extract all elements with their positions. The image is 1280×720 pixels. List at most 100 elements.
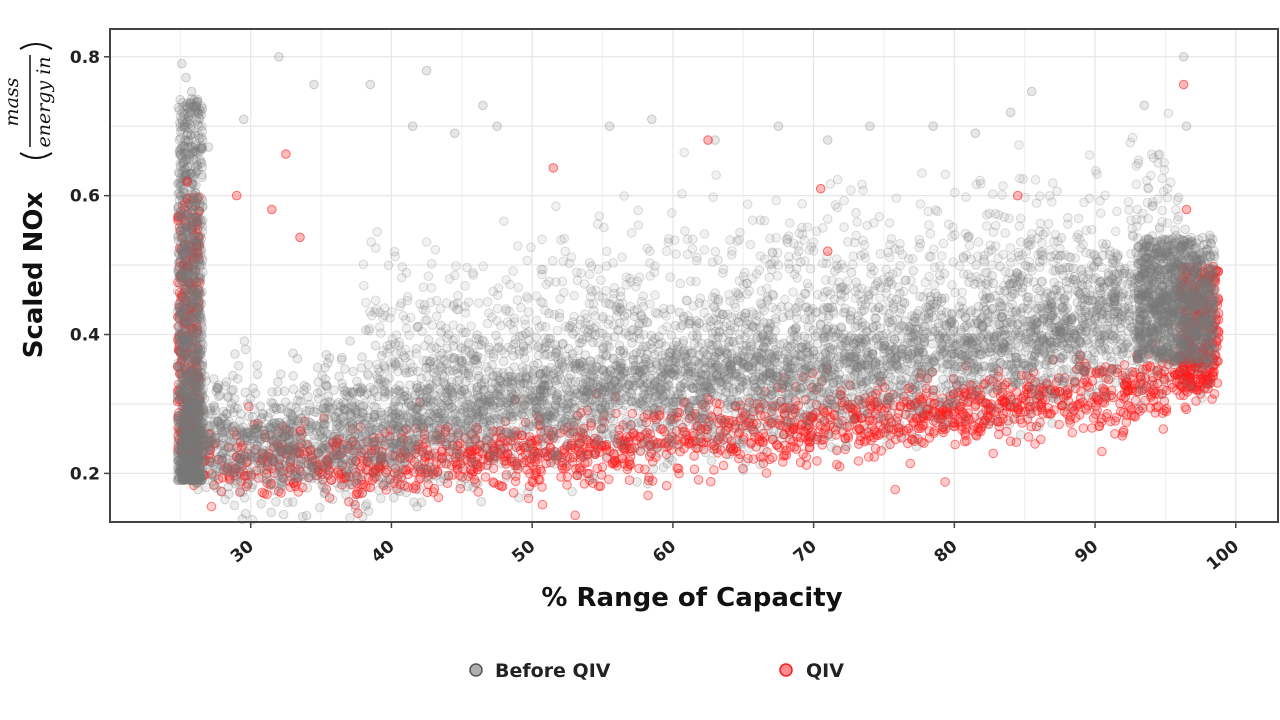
before-qiv-point — [266, 507, 276, 518]
before-qiv-point — [230, 349, 240, 359]
qiv-point — [570, 510, 581, 521]
before-qiv-point — [514, 461, 525, 471]
before-qiv-point — [808, 431, 819, 442]
qiv-point — [1115, 398, 1125, 409]
before-qiv-point — [252, 369, 263, 380]
before-qiv-point — [983, 419, 994, 430]
qiv-point — [940, 477, 950, 487]
qiv-point — [674, 468, 684, 479]
before-qiv-point — [777, 433, 787, 444]
qiv-point — [1081, 405, 1092, 415]
before-qiv-point — [370, 340, 381, 351]
qiv-point — [1001, 406, 1012, 417]
before-qiv-point — [803, 333, 813, 344]
before-qiv-point — [700, 447, 711, 458]
qiv-point — [709, 465, 719, 475]
before-qiv-point — [288, 371, 298, 381]
qiv-point — [644, 472, 654, 483]
before-qiv-point — [785, 429, 795, 440]
qiv-point — [950, 439, 960, 450]
before-qiv-point — [706, 456, 717, 466]
qiv-point — [1175, 390, 1185, 401]
qiv-point — [1091, 409, 1101, 420]
qiv-point — [1130, 412, 1140, 422]
qiv-point — [488, 477, 498, 487]
data-points — [172, 52, 1224, 525]
qiv-point — [853, 456, 864, 466]
qiv-point — [1146, 392, 1156, 402]
before-qiv-point — [666, 330, 677, 340]
qiv-point — [834, 461, 845, 472]
before-qiv-point — [341, 490, 351, 500]
qiv-point — [781, 450, 792, 461]
before-qiv-point — [831, 444, 842, 454]
qiv-point — [988, 448, 999, 459]
before-qiv-point — [405, 380, 415, 390]
qiv-point — [1023, 432, 1034, 442]
qiv-point — [1094, 421, 1105, 432]
qiv-point — [807, 368, 818, 379]
before-qiv-point — [738, 465, 749, 475]
qiv-point — [1078, 423, 1089, 434]
qiv-point — [1157, 408, 1168, 419]
qiv-point — [480, 472, 491, 482]
before-qiv-point — [975, 411, 986, 421]
before-qiv-point — [396, 467, 407, 478]
before-qiv-point — [233, 361, 244, 371]
before-qiv-point — [928, 385, 938, 395]
qiv-point — [206, 501, 217, 512]
qiv-point — [562, 472, 573, 482]
qiv-point — [843, 430, 853, 441]
qiv-point — [604, 474, 614, 485]
before-qiv-point — [376, 493, 386, 504]
qiv-point — [706, 476, 716, 487]
before-qiv-point — [920, 378, 931, 388]
qiv-point — [497, 481, 508, 492]
before-qiv-point — [1115, 357, 1125, 367]
qiv-point — [293, 487, 304, 497]
before-qiv-point — [996, 375, 1007, 385]
qiv-point — [1102, 409, 1112, 419]
qiv-point — [976, 426, 986, 437]
before-qiv-point — [1205, 377, 1216, 387]
before-qiv-point — [302, 483, 313, 493]
qiv-point — [1097, 446, 1107, 457]
qiv-point — [870, 443, 881, 454]
before-qiv-point — [498, 356, 509, 367]
qiv-point — [673, 463, 684, 474]
before-qiv-point — [943, 412, 954, 423]
before-qiv-point — [240, 508, 251, 519]
before-qiv-point — [992, 403, 1003, 413]
qiv-point — [689, 451, 699, 461]
before-qiv-point — [861, 424, 871, 434]
before-qiv-point — [911, 441, 922, 452]
before-qiv-point — [249, 404, 259, 414]
before-qiv-point — [1015, 430, 1026, 440]
qiv-point — [619, 458, 629, 469]
before-qiv-point — [345, 336, 356, 346]
qiv-point — [913, 423, 924, 434]
before-qiv-point — [567, 486, 577, 497]
before-qiv-point — [870, 398, 880, 408]
qiv-point — [801, 460, 812, 470]
before-qiv-point — [755, 422, 765, 433]
qiv-point — [537, 499, 548, 510]
before-qiv-point — [271, 497, 281, 507]
qiv-point — [757, 436, 768, 447]
before-qiv-point — [689, 339, 700, 349]
qiv-point — [1158, 424, 1169, 434]
before-qiv-point — [977, 394, 987, 405]
qiv-point — [890, 484, 901, 495]
qiv-point — [924, 433, 935, 443]
qiv-point — [718, 460, 729, 471]
qiv-point — [362, 436, 372, 447]
qiv-point — [761, 468, 772, 478]
qiv-point — [689, 464, 700, 475]
before-qiv-point — [1056, 390, 1067, 400]
qiv-point — [812, 456, 822, 466]
before-qiv-point — [722, 440, 733, 451]
before-qiv-point — [467, 453, 477, 464]
qiv-point — [262, 489, 272, 500]
qiv-point — [661, 480, 672, 491]
before-qiv-point — [327, 494, 338, 505]
